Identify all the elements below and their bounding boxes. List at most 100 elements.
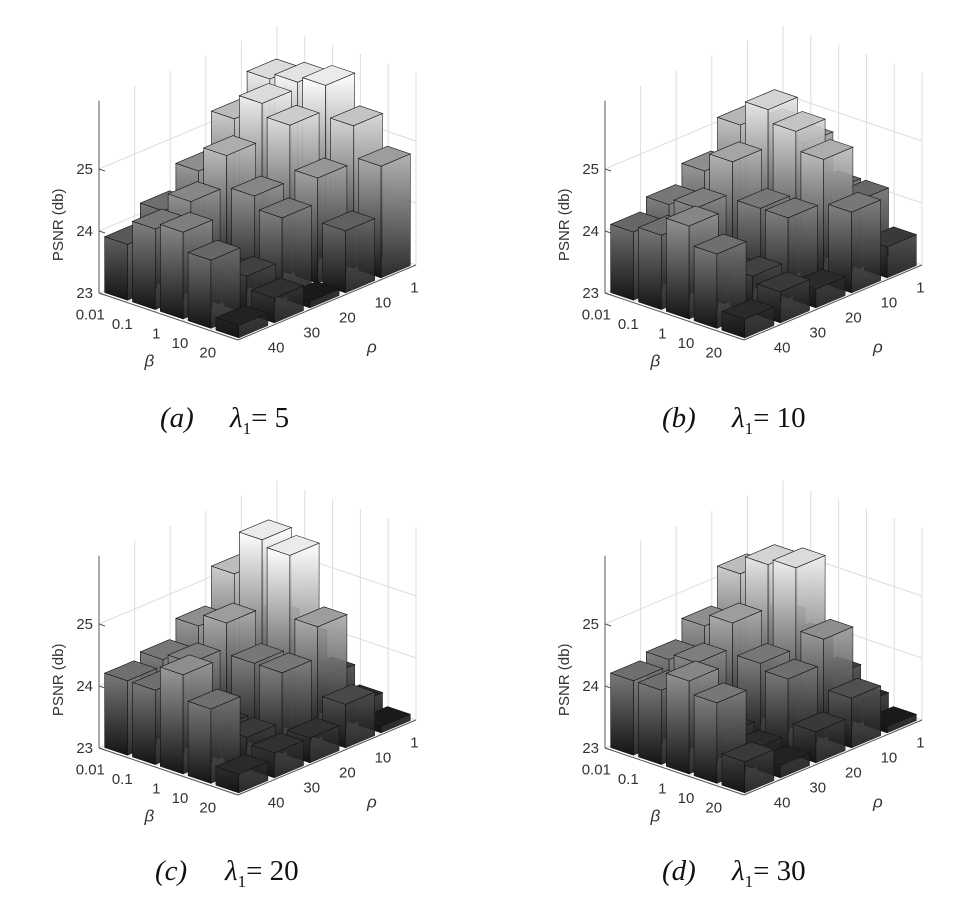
z-tick [98, 623, 106, 627]
axes [604, 555, 923, 796]
z-tick [604, 230, 612, 234]
caption-label: (d) [662, 855, 696, 887]
z-tick-label: 25 [582, 616, 599, 633]
z-tick [98, 685, 106, 689]
beta-axis-label: β [650, 352, 661, 371]
bar [215, 753, 269, 794]
beta-tick-label: 1 [152, 781, 160, 798]
z-tick [604, 623, 612, 627]
rho-tick-label: 10 [881, 750, 898, 767]
caption-b: (b) λ1= 10 [662, 402, 806, 439]
z-axis-label: PSNR (db) [556, 644, 573, 717]
rho-axis-label: ρ [366, 793, 377, 812]
rho-tick-label: 1 [916, 280, 924, 297]
beta-tick-label: 0.01 [582, 762, 611, 779]
bar [187, 239, 241, 329]
caption-label: (c) [155, 855, 188, 887]
beta-tick-label: 1 [658, 781, 666, 798]
z-tick-label: 24 [582, 678, 599, 695]
beta-tick-label: 20 [705, 344, 722, 361]
rho-axis-label: ρ [366, 338, 377, 357]
caption-a: (a) λ1= 5 [160, 402, 289, 439]
axes [98, 555, 417, 796]
caption-label: (a) [160, 402, 194, 434]
lambda-symbol: λ [732, 855, 745, 887]
beta-tick-label: 0.01 [76, 762, 105, 779]
lambda-symbol: λ [230, 402, 243, 434]
z-axis-label: PSNR (db) [50, 189, 67, 262]
bar [827, 191, 882, 294]
z-tick [604, 685, 612, 689]
z-axis-label: PSNR (db) [50, 644, 67, 717]
rho-tick-label: 40 [774, 340, 791, 357]
rho-tick-label: 20 [339, 310, 356, 327]
beta-tick-label: 10 [678, 790, 695, 807]
beta-tick-label: 1 [658, 326, 666, 343]
z-tick [604, 747, 612, 751]
beta-tick-label: 0.01 [76, 307, 105, 324]
caption-c: (c) λ1= 20 [155, 855, 299, 892]
beta-axis-label: β [650, 807, 661, 826]
bar [215, 305, 269, 339]
rho-tick-label: 1 [410, 280, 418, 297]
beta-tick-label: 20 [199, 799, 216, 816]
lambda-symbol: λ [732, 402, 745, 434]
rho-axis-label: ρ [872, 338, 883, 357]
z-tick [98, 168, 106, 172]
lambda-subscript: 1 [242, 418, 252, 438]
beta-tick-label: 0.1 [112, 771, 133, 788]
z-tick-label: 23 [76, 285, 93, 302]
chart-panel-2: 23 24 25 0.01 0.1 1 10 20 1 10 20 30 40 PSNR (db) β ρ [50, 480, 419, 826]
beta-tick-label: 0.1 [112, 316, 133, 333]
rho-tick-label: 20 [845, 765, 862, 782]
z-tick [98, 292, 106, 296]
rho-tick-label: 30 [809, 325, 826, 342]
z-axis-label: PSNR (db) [556, 189, 573, 262]
z-tick-label: 25 [76, 616, 93, 633]
beta-axis-label: β [144, 807, 155, 826]
axes [98, 100, 417, 341]
rho-tick-label: 1 [916, 735, 924, 752]
bars [609, 544, 918, 794]
rho-axis-label: ρ [872, 793, 883, 812]
rho-tick-label: 40 [268, 340, 285, 357]
caption-value: = 20 [246, 855, 299, 887]
rho-tick-label: 40 [774, 795, 791, 812]
beta-tick-label: 20 [199, 344, 216, 361]
rho-tick-label: 40 [268, 795, 285, 812]
z-tick-label: 24 [582, 223, 599, 240]
bar [250, 277, 305, 324]
bars [103, 58, 412, 339]
z-tick-label: 23 [582, 285, 599, 302]
rho-tick-label: 20 [845, 310, 862, 327]
caption-value: = 30 [753, 855, 806, 887]
beta-tick-label: 10 [172, 790, 189, 807]
bars [103, 519, 412, 794]
bar [721, 741, 775, 794]
caption-d: (d) λ1= 30 [662, 855, 806, 892]
chart-panel-0: 23 24 25 0.01 0.1 1 10 20 1 10 20 30 40 PSNR (db) β ρ [50, 25, 419, 371]
beta-tick-label: 1 [152, 326, 160, 343]
z-tick-label: 25 [76, 161, 93, 178]
bar [721, 298, 775, 339]
lambda-subscript: 1 [744, 871, 754, 891]
chart-panel-3: 23 24 25 0.01 0.1 1 10 20 1 10 20 30 40 PSNR (db) β ρ [556, 480, 925, 826]
z-tick [98, 747, 106, 751]
caption-value: = 5 [251, 402, 290, 434]
z-tick [98, 230, 106, 234]
beta-tick-label: 0.1 [618, 316, 639, 333]
rho-tick-label: 20 [339, 765, 356, 782]
bar [321, 210, 376, 294]
caption-label: (b) [662, 402, 696, 434]
beta-tick-label: 10 [678, 335, 695, 352]
z-tick-label: 24 [76, 678, 93, 695]
z-tick-label: 25 [582, 161, 599, 178]
lambda-subscript: 1 [744, 418, 754, 438]
beta-tick-label: 0.1 [618, 771, 639, 788]
beta-tick-label: 20 [705, 799, 722, 816]
beta-tick-label: 0.01 [582, 307, 611, 324]
caption-value: = 10 [753, 402, 806, 434]
rho-tick-label: 30 [809, 780, 826, 797]
beta-axis-label: β [144, 352, 155, 371]
